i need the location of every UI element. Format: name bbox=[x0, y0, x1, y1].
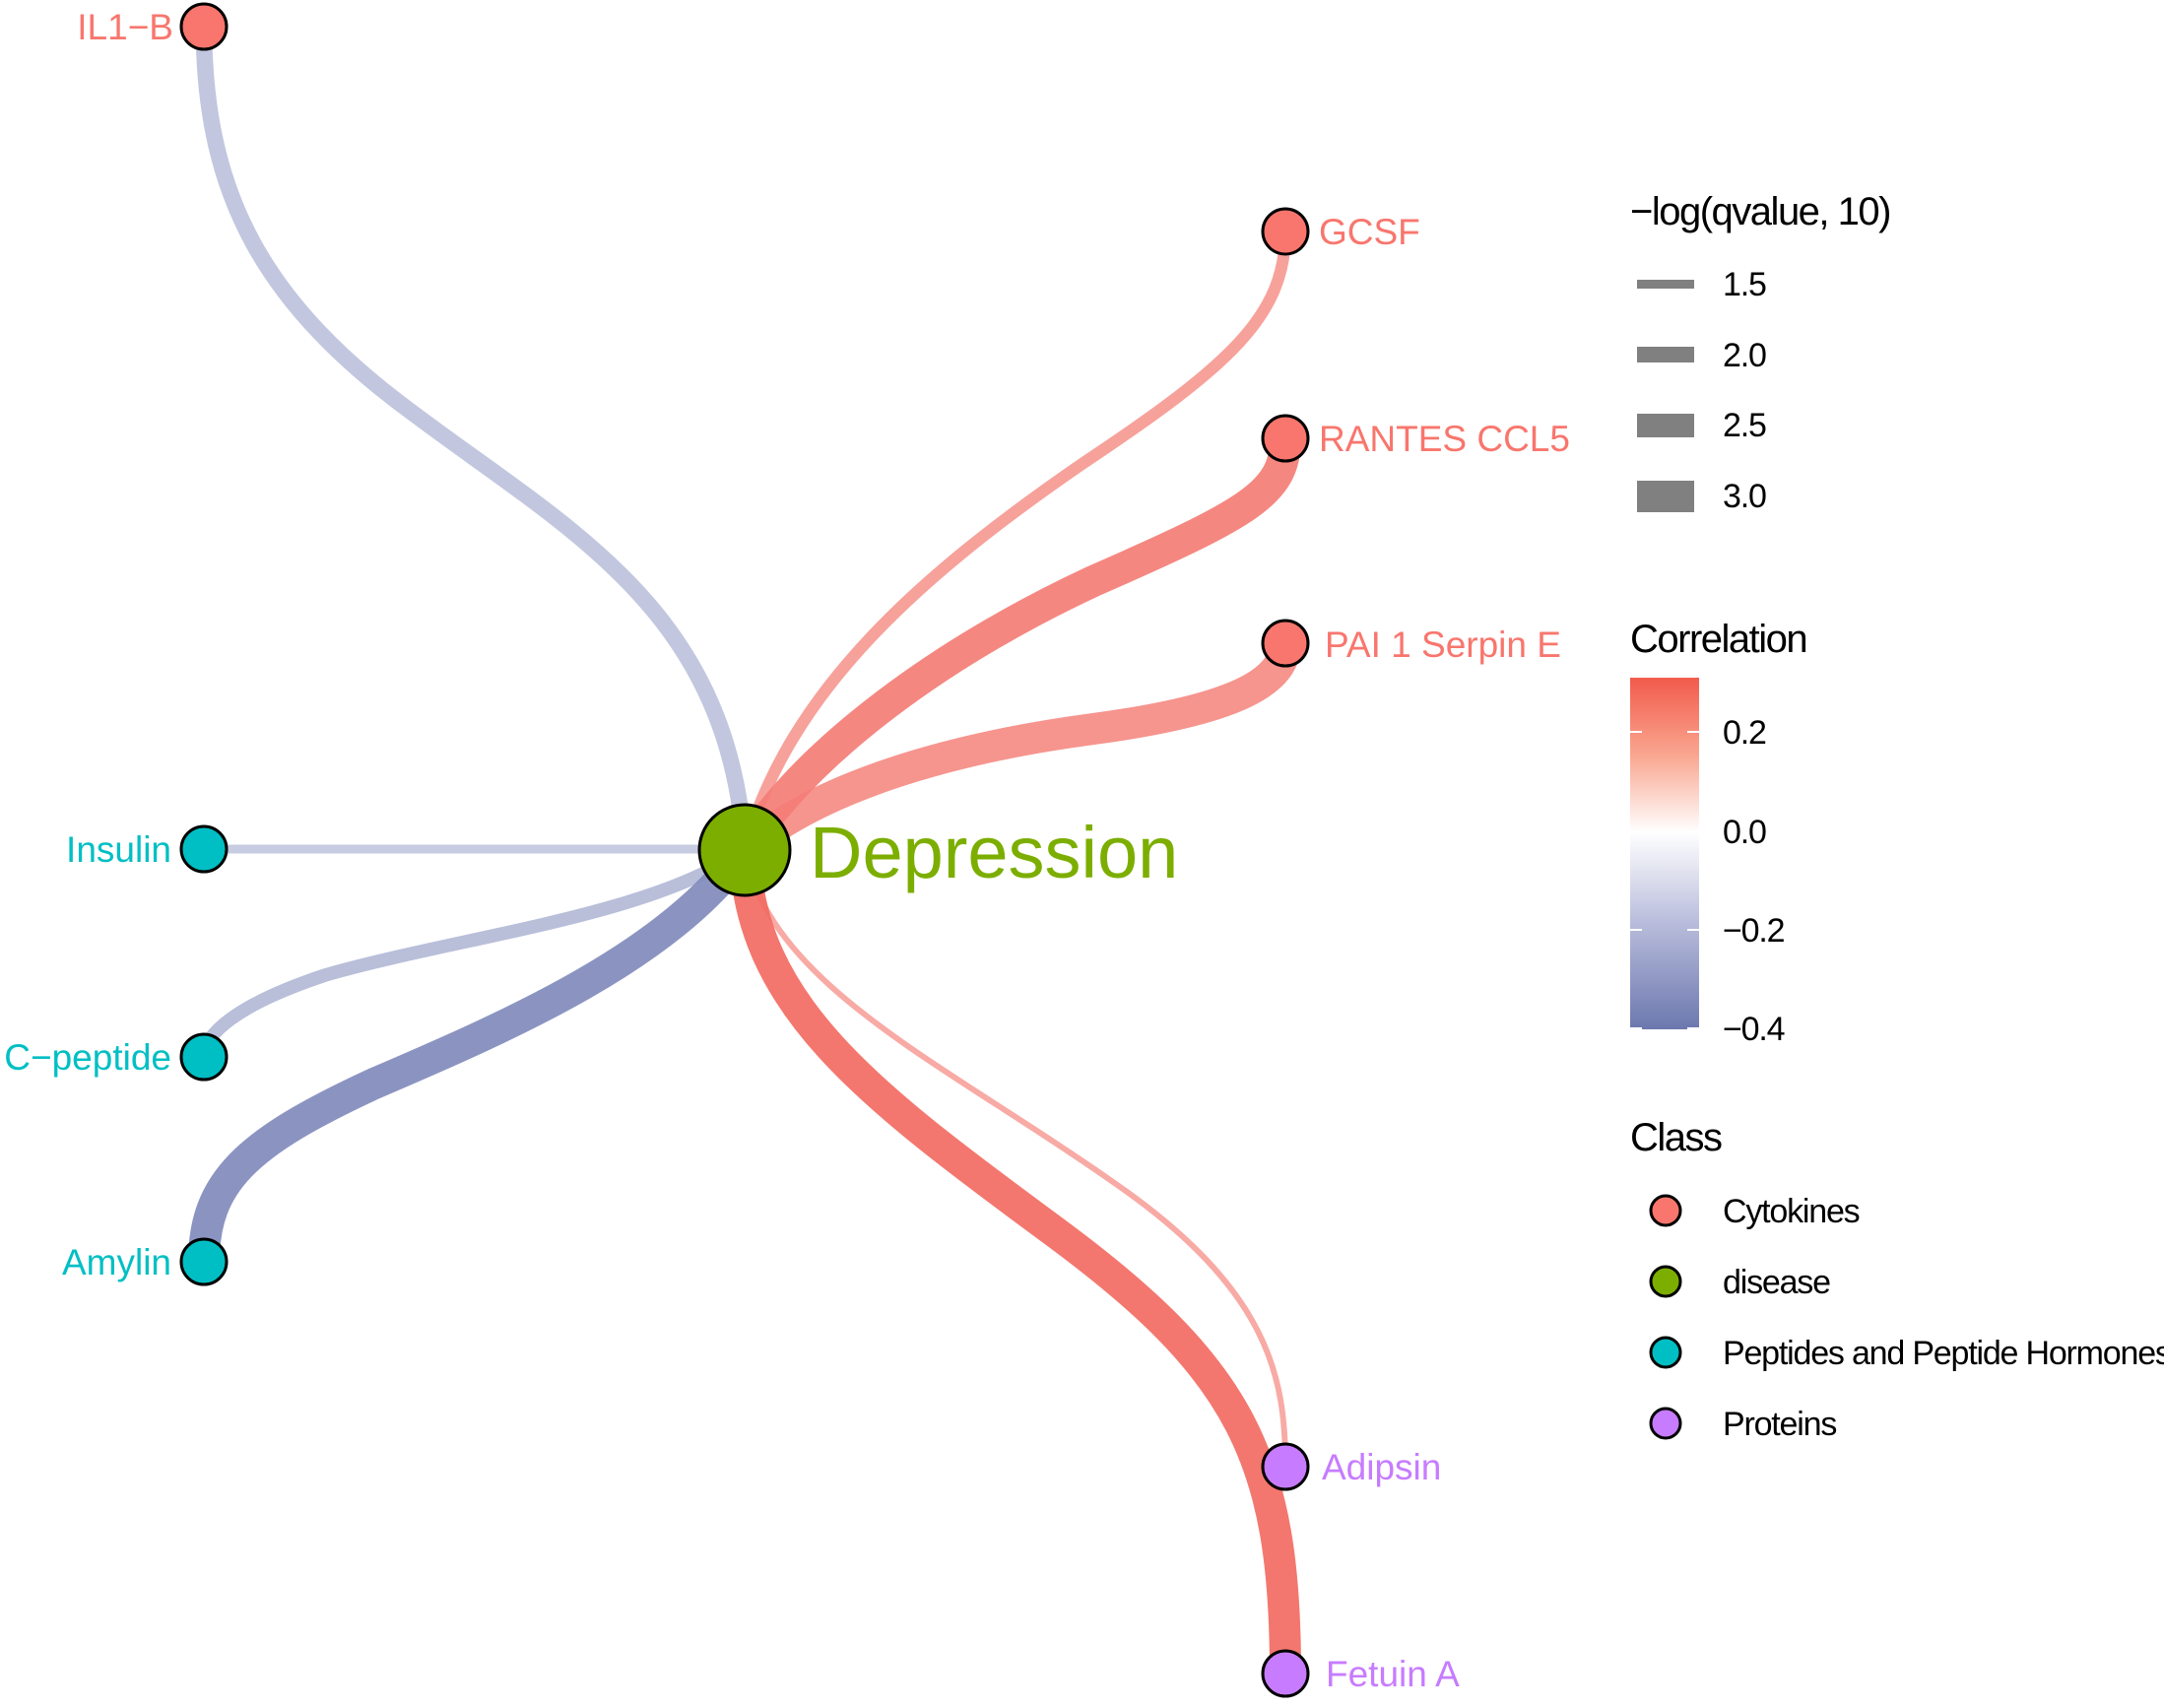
label-rantes-ccl5: RANTES CCL5 bbox=[1319, 419, 1570, 459]
node-c-peptide[interactable] bbox=[179, 1032, 229, 1082]
node-fetuin-a[interactable] bbox=[1261, 1649, 1310, 1698]
node-labels: IL1−B GCSF RANTES CCL5 PAI 1 Serpin E In… bbox=[4, 7, 1570, 1694]
legend-correlation-colorbar bbox=[1630, 678, 1699, 1029]
legend-correlation-tick-1: 0.2 bbox=[1723, 714, 1766, 752]
edge-amylin bbox=[188, 834, 760, 1278]
label-insulin: Insulin bbox=[66, 829, 171, 870]
hub-node-depression[interactable] bbox=[697, 803, 792, 897]
legend-class-swatch-peptides bbox=[1649, 1336, 1682, 1369]
legend-class-title: Class bbox=[1630, 1116, 1722, 1159]
legend-width-label-2: 2.0 bbox=[1723, 337, 1766, 374]
edge-adipsin bbox=[742, 847, 1288, 1470]
node-adipsin[interactable] bbox=[1261, 1442, 1310, 1491]
legend-width-title: −log(qvalue, 10) bbox=[1630, 190, 1890, 233]
legend-width: −log(qvalue, 10) 1.5 2.0 2.5 3.0 bbox=[1630, 190, 1891, 515]
legend-correlation: Correlation 0.2 0.0 −0.2 −0.4 bbox=[1630, 618, 1808, 1048]
label-pai1-serpin-e: PAI 1 Serpin E bbox=[1325, 624, 1561, 665]
legend-correlation-tick-2: 0.0 bbox=[1723, 814, 1766, 851]
edge-pai1-serpin-e bbox=[729, 627, 1301, 866]
legend-width-swatch-1 bbox=[1637, 280, 1694, 289]
legend-class-label-peptides: Peptides and Peptide Hormones bbox=[1723, 1335, 2164, 1372]
legend-class-label-cytokines: Cytokines bbox=[1723, 1193, 1860, 1230]
edge-il1b bbox=[195, 18, 754, 859]
node-amylin[interactable] bbox=[179, 1237, 229, 1286]
node-insulin[interactable] bbox=[179, 824, 229, 874]
legend-class-swatch-disease bbox=[1649, 1265, 1682, 1298]
label-c-peptide: C−peptide bbox=[4, 1037, 171, 1078]
nodes bbox=[179, 2, 1310, 1698]
legend-class-swatch-cytokines bbox=[1649, 1194, 1682, 1227]
legend-correlation-title: Correlation bbox=[1630, 618, 1806, 661]
edge-fetuin-a bbox=[729, 834, 1301, 1689]
legend-width-label-3: 2.5 bbox=[1723, 407, 1766, 444]
edges bbox=[188, 18, 1301, 1689]
legend-class: Class Cytokines disease Peptides and Pep… bbox=[1630, 1116, 2164, 1443]
legend-class-swatch-proteins bbox=[1649, 1407, 1682, 1440]
edge-c-peptide bbox=[197, 843, 752, 1064]
node-rantes-ccl5[interactable] bbox=[1261, 414, 1310, 463]
legend-correlation-tick-3: −0.2 bbox=[1723, 912, 1785, 950]
legend-width-swatch-3 bbox=[1637, 414, 1694, 437]
label-gcsf: GCSF bbox=[1319, 212, 1420, 252]
node-gcsf[interactable] bbox=[1261, 207, 1310, 256]
node-pai1-serpin-e[interactable] bbox=[1261, 619, 1310, 668]
legend-width-label-1: 1.5 bbox=[1723, 266, 1766, 303]
edge-gcsf bbox=[738, 225, 1292, 857]
label-il1b: IL1−B bbox=[77, 7, 173, 47]
node-il1b[interactable] bbox=[179, 2, 229, 51]
label-depression: Depression bbox=[810, 812, 1178, 893]
label-fetuin-a: Fetuin A bbox=[1326, 1654, 1460, 1694]
legend-width-swatch-2 bbox=[1637, 347, 1694, 362]
label-adipsin: Adipsin bbox=[1322, 1447, 1441, 1487]
legend-class-label-proteins: Proteins bbox=[1723, 1406, 1836, 1443]
edge-rantes-ccl5 bbox=[729, 423, 1301, 866]
legend-correlation-tick-4: −0.4 bbox=[1723, 1011, 1785, 1048]
legend-width-label-4: 3.0 bbox=[1723, 478, 1766, 515]
legend-class-label-disease: disease bbox=[1723, 1264, 1830, 1301]
label-amylin: Amylin bbox=[62, 1242, 171, 1282]
legend-width-swatch-4 bbox=[1637, 481, 1694, 512]
